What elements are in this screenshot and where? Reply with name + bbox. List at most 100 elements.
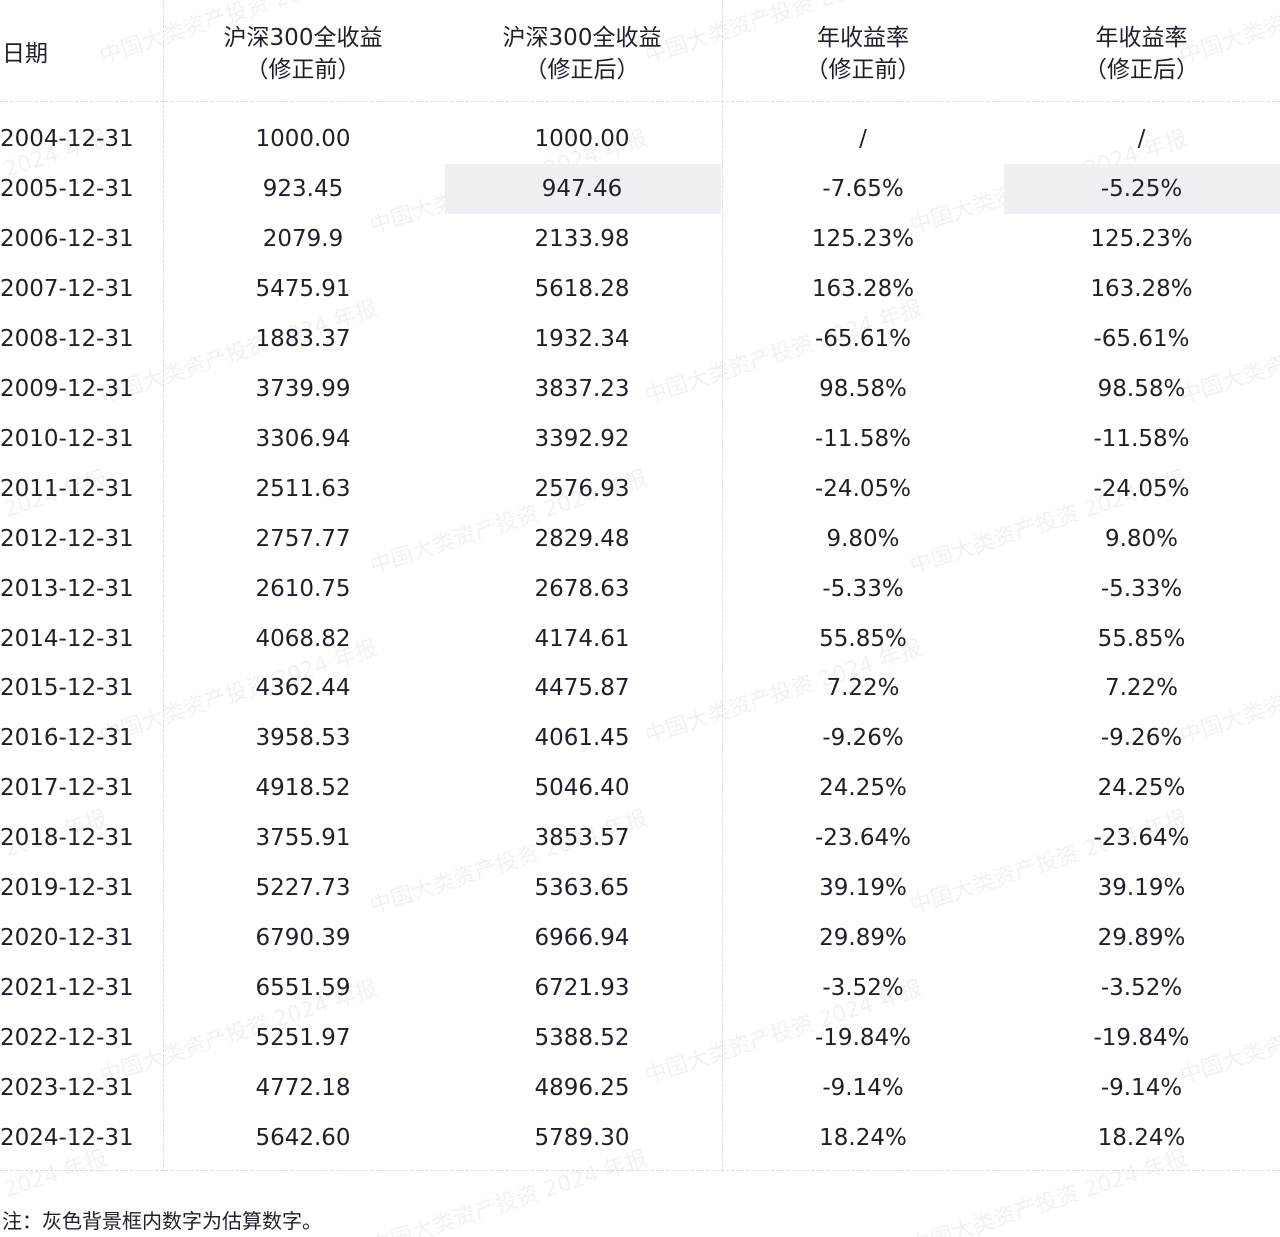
estimated-cell-highlight xyxy=(1004,164,1280,214)
cell-return-post: 55.85% xyxy=(1097,625,1186,652)
cell-index-post: 2576.93 xyxy=(534,475,630,502)
table-row: 2009-12-31 3739.99 3837.23 98.58% 98.58% xyxy=(0,364,1280,414)
cell-index-pre: 3755.91 xyxy=(255,825,351,852)
header-return-pre-line1: 年收益率 xyxy=(817,25,909,51)
cell-return-pre: 98.58% xyxy=(819,375,907,402)
cell-index-pre: 5642.60 xyxy=(255,1125,351,1151)
cell-index-post: 2829.48 xyxy=(534,525,630,552)
cell-index-post: 6966.94 xyxy=(534,925,630,952)
cell-return-post: -9.26% xyxy=(1100,725,1183,752)
cell-return-post: 7.22% xyxy=(1104,675,1179,702)
cell-index-pre: 3958.53 xyxy=(255,725,351,752)
cell-return-post: 18.24% xyxy=(1097,1125,1186,1151)
cell-index-pre: 4918.52 xyxy=(255,775,351,802)
cell-return-pre: -9.14% xyxy=(822,1075,904,1102)
cell-return-pre: / xyxy=(859,126,867,152)
cell-index-pre: 3306.94 xyxy=(255,425,351,452)
cell-date: 2007-12-31 xyxy=(0,275,134,302)
cell-return-pre: 55.85% xyxy=(819,625,907,652)
cell-return-pre: -5.33% xyxy=(822,575,904,602)
cell-index-post: 5046.40 xyxy=(534,775,630,802)
cell-index-post: 5789.30 xyxy=(534,1125,630,1151)
header-return-post: 年收益率 （修正后） xyxy=(1003,22,1280,88)
cell-index-post: 5618.28 xyxy=(534,275,630,302)
header-return-post-line2: （修正后） xyxy=(1084,57,1199,83)
cell-return-post: 125.23% xyxy=(1090,225,1193,252)
cell-index-pre: 5475.91 xyxy=(255,275,351,302)
cell-return-pre: 18.24% xyxy=(819,1125,907,1151)
header-divider xyxy=(0,101,1280,102)
cell-return-post: -24.05% xyxy=(1093,475,1190,502)
table-row: 2006-12-31 2079.9 2133.98 125.23% 125.23% xyxy=(0,214,1280,264)
cell-date: 2011-12-31 xyxy=(0,475,134,502)
cell-date: 2018-12-31 xyxy=(0,825,134,852)
cell-return-pre: -11.58% xyxy=(815,425,911,452)
cell-date: 2008-12-31 xyxy=(0,325,134,352)
cell-index-pre: 2610.75 xyxy=(255,575,351,602)
table-row: 2016-12-31 3958.53 4061.45 -9.26% -9.26% xyxy=(0,713,1280,763)
cell-return-pre: 29.89% xyxy=(819,925,907,952)
cell-date: 2005-12-31 xyxy=(0,175,134,202)
cell-index-pre: 2079.9 xyxy=(262,225,344,252)
cell-date: 2012-12-31 xyxy=(0,525,134,552)
cell-index-pre: 4772.18 xyxy=(255,1075,351,1102)
header-index-pre: 沪深300全收益 （修正前） xyxy=(164,22,442,88)
header-index-pre-line1: 沪深300全收益 xyxy=(223,25,383,51)
cell-return-post: 24.25% xyxy=(1097,775,1186,802)
header-index-pre-line2: （修正前） xyxy=(245,57,361,83)
cell-return-pre: 9.80% xyxy=(826,525,900,552)
table-row: 2012-12-31 2757.77 2829.48 9.80% 9.80% xyxy=(0,514,1280,564)
estimated-cell-highlight xyxy=(445,164,721,214)
cell-index-post: 2133.98 xyxy=(534,225,630,252)
cell-index-post: 4475.87 xyxy=(534,675,630,702)
footnote: 注：灰色背景框内数字为估算数字。 xyxy=(2,1209,322,1233)
cell-index-post: 1932.34 xyxy=(534,325,630,352)
cell-return-pre: 24.25% xyxy=(819,775,907,802)
table-row: 2022-12-31 5251.97 5388.52 -19.84% -19.84% xyxy=(0,1013,1280,1063)
cell-return-pre: 7.22% xyxy=(826,675,900,702)
cell-date: 2022-12-31 xyxy=(0,1025,134,1052)
cell-date: 2009-12-31 xyxy=(0,375,134,402)
cell-return-post: -5.33% xyxy=(1100,575,1183,602)
cell-return-post: -5.25% xyxy=(1100,175,1183,202)
cell-index-post: 5363.65 xyxy=(534,875,630,902)
cell-date: 2016-12-31 xyxy=(0,725,134,752)
cell-date: 2010-12-31 xyxy=(0,425,134,452)
cell-return-post: -3.52% xyxy=(1100,975,1183,1002)
cell-return-post: -9.14% xyxy=(1100,1075,1183,1102)
header-date: 日期 xyxy=(2,38,152,104)
cell-index-post: 2678.63 xyxy=(534,575,630,602)
cell-date: 2019-12-31 xyxy=(0,875,134,902)
table-row: 2005-12-31 923.45 947.46 -7.65% -5.25% xyxy=(0,164,1280,214)
cell-return-pre: -9.26% xyxy=(822,725,904,752)
header-index-post: 沪深300全收益 （修正后） xyxy=(443,22,721,88)
cell-date: 2024-12-31 xyxy=(0,1125,134,1151)
cell-index-pre: 6551.59 xyxy=(255,975,351,1002)
cell-date: 2015-12-31 xyxy=(0,675,134,702)
cell-return-pre: -3.52% xyxy=(822,975,904,1002)
table-row: 2015-12-31 4362.44 4475.87 7.22% 7.22% xyxy=(0,663,1280,713)
cell-date: 2020-12-31 xyxy=(0,925,134,952)
header-index-post-line1: 沪深300全收益 xyxy=(502,25,662,51)
cell-index-post: 3392.92 xyxy=(534,425,630,452)
cell-index-post: 947.46 xyxy=(541,175,623,202)
cell-index-post: 4174.61 xyxy=(534,625,630,652)
table-row: 2007-12-31 5475.91 5618.28 163.28% 163.28% xyxy=(0,264,1280,314)
cell-date: 2014-12-31 xyxy=(0,625,134,652)
cell-index-post: 6721.93 xyxy=(534,975,630,1002)
cell-return-post: 39.19% xyxy=(1097,875,1186,902)
table-row: 2014-12-31 4068.82 4174.61 55.85% 55.85% xyxy=(0,614,1280,664)
cell-return-post: -23.64% xyxy=(1093,825,1190,852)
cell-return-pre: -65.61% xyxy=(815,325,911,352)
cell-index-post: 1000.00 xyxy=(534,126,630,152)
cell-index-pre: 5251.97 xyxy=(255,1025,351,1052)
table-row: 2020-12-31 6790.39 6966.94 29.89% 29.89% xyxy=(0,913,1280,963)
cell-index-pre: 6790.39 xyxy=(255,925,351,952)
cell-return-pre: 163.28% xyxy=(811,275,915,302)
column-divider xyxy=(722,0,723,1172)
column-divider xyxy=(163,0,164,1172)
cell-date: 2006-12-31 xyxy=(0,225,134,252)
table-row: 2013-12-31 2610.75 2678.63 -5.33% -5.33% xyxy=(0,564,1280,614)
cell-index-pre: 5227.73 xyxy=(255,875,351,902)
cell-index-pre: 3739.99 xyxy=(255,375,351,402)
